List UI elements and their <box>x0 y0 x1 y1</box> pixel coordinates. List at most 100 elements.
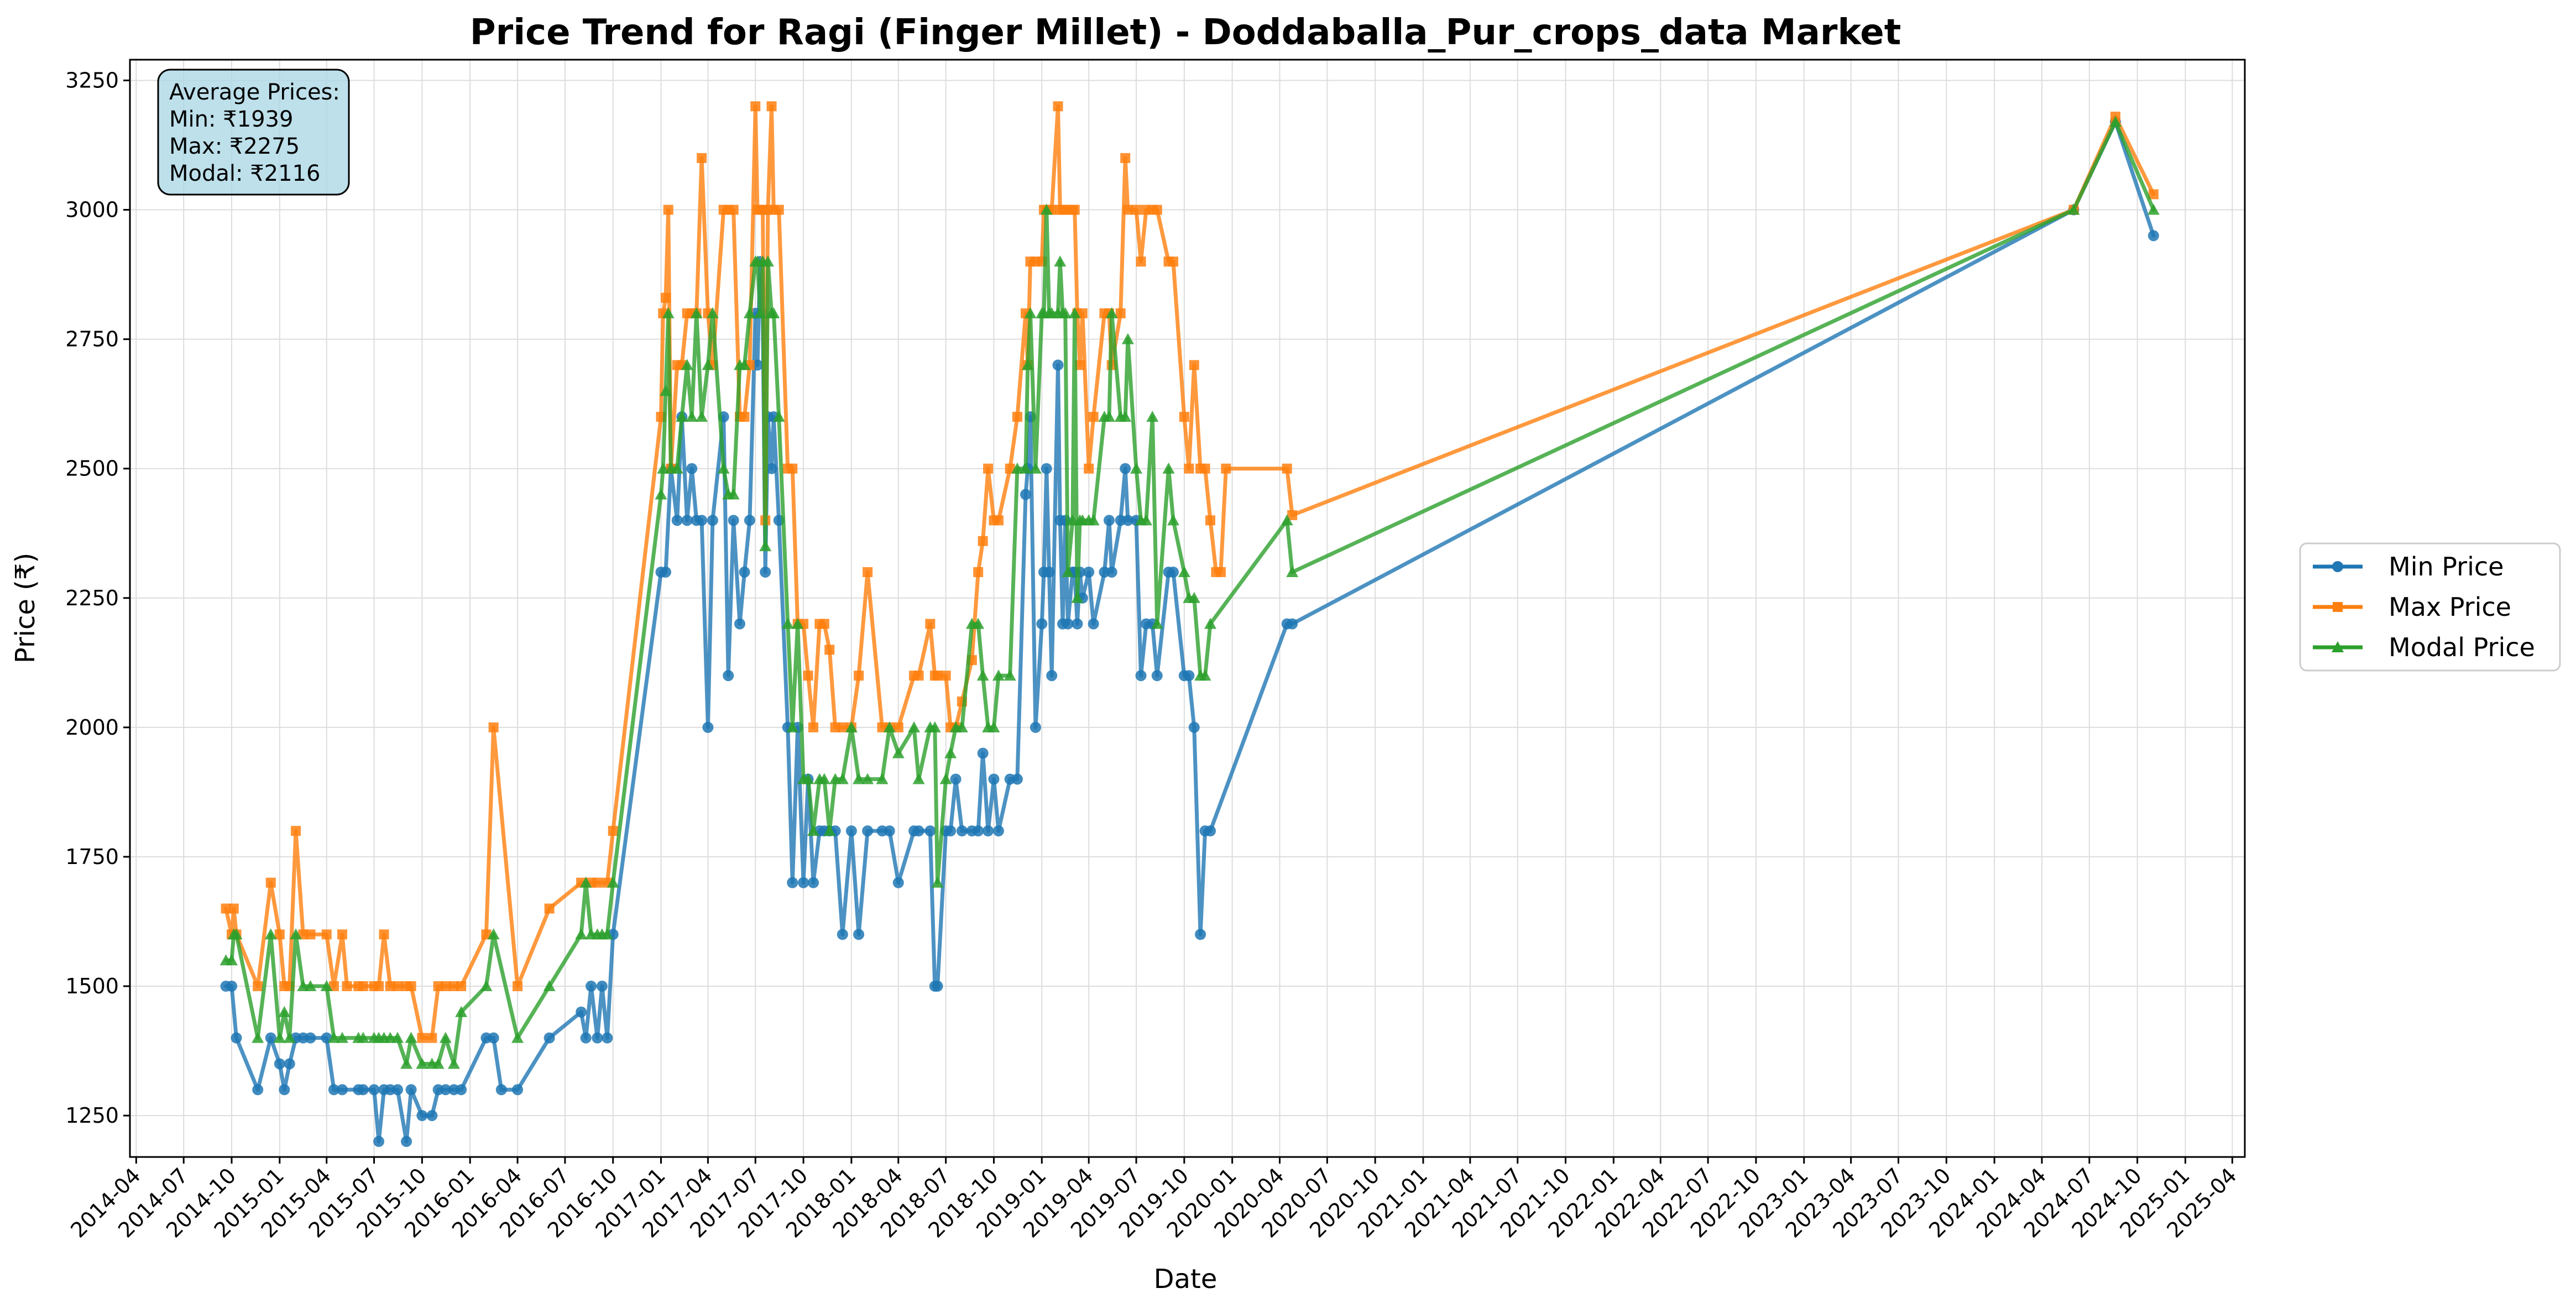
data-point-min <box>686 463 698 474</box>
data-point-max <box>488 722 499 732</box>
data-point-modal <box>659 385 672 396</box>
data-point-max <box>592 877 603 888</box>
data-point-max <box>1131 205 1142 215</box>
data-point-modal <box>836 773 849 784</box>
data-point-min <box>252 1084 264 1096</box>
data-point-min <box>1046 670 1058 682</box>
data-point-max <box>1287 510 1298 520</box>
data-point-max <box>787 463 798 474</box>
data-point-modal <box>1029 462 1042 474</box>
data-point-max <box>774 205 784 215</box>
data-point-max <box>663 205 673 215</box>
data-point-min <box>892 877 904 888</box>
data-point-modal <box>1071 591 1084 603</box>
data-point-modal <box>662 307 675 318</box>
data-point-modal <box>455 1006 468 1017</box>
data-point-min <box>884 825 895 837</box>
data-point-max <box>819 619 829 629</box>
data-point-modal <box>657 462 670 474</box>
data-point-min <box>1135 670 1147 682</box>
data-point-min <box>1030 721 1041 733</box>
data-point-modal <box>696 411 708 422</box>
data-point-min <box>357 1084 369 1096</box>
data-point-modal <box>1281 514 1293 526</box>
y-tick-label: 3250 <box>65 68 119 92</box>
data-point-modal <box>601 928 614 940</box>
data-point-modal <box>1167 514 1180 526</box>
data-point-max <box>837 722 848 732</box>
data-point-min <box>368 1084 380 1096</box>
data-point-max <box>973 567 984 577</box>
data-point-max <box>1075 360 1085 370</box>
data-point-min <box>798 877 809 888</box>
data-point-max <box>406 981 416 992</box>
data-point-min <box>405 1084 417 1096</box>
average-prices-box: Average Prices: Min: ₹1939 Max: ₹2275 Mo… <box>157 69 350 196</box>
data-point-min <box>983 825 994 837</box>
data-point-min <box>1011 773 1023 785</box>
data-point-min <box>671 515 683 526</box>
data-point-max <box>1152 205 1162 215</box>
data-point-max <box>221 903 231 914</box>
data-point-min <box>1020 489 1032 500</box>
data-point-min <box>305 1032 316 1044</box>
data-point-max <box>1200 463 1210 474</box>
data-point-min <box>924 825 936 837</box>
data-point-min <box>913 825 924 837</box>
data-point-min <box>696 515 708 526</box>
data-point-modal <box>912 773 925 784</box>
data-point-modal <box>807 825 820 836</box>
data-point-max <box>417 1033 427 1043</box>
data-point-min <box>586 981 597 992</box>
data-point-modal <box>432 1057 445 1069</box>
data-point-min <box>1043 566 1055 578</box>
data-point-max <box>1077 308 1088 318</box>
data-point-min <box>845 825 857 837</box>
data-point-min <box>596 981 608 992</box>
data-point-modal <box>992 669 1005 681</box>
data-point-min <box>808 877 819 888</box>
data-point-min <box>279 1084 290 1096</box>
data-point-max <box>1012 412 1022 422</box>
data-point-modal <box>802 773 814 784</box>
data-point-max <box>808 722 819 732</box>
data-point-min <box>760 566 771 578</box>
data-point-modal <box>681 359 693 370</box>
data-point-modal <box>1188 591 1200 603</box>
data-point-min <box>988 773 1000 785</box>
data-point-min <box>416 1110 428 1122</box>
data-point-min <box>576 1006 587 1018</box>
data-point-min <box>1052 359 1064 371</box>
data-point-modal <box>972 617 985 629</box>
data-point-modal <box>2067 203 2080 215</box>
data-point-modal <box>1087 514 1100 526</box>
data-point-min <box>456 1084 467 1096</box>
data-point-min <box>1188 721 1200 733</box>
data-point-min <box>373 1135 385 1147</box>
data-point-max <box>1168 256 1179 267</box>
legend-item-modal: Modal Price <box>2313 632 2535 662</box>
data-point-max <box>456 981 467 992</box>
data-point-min <box>1287 618 1298 630</box>
data-point-modal <box>1020 462 1032 474</box>
data-point-min <box>992 825 1004 837</box>
data-point-max <box>893 722 903 732</box>
data-point-max <box>863 567 873 577</box>
data-point-modal <box>1040 203 1053 215</box>
data-point-max <box>228 903 239 914</box>
data-point-max <box>1205 515 1216 526</box>
data-point-modal <box>791 617 804 629</box>
legend-item-min: Min Price <box>2313 552 2504 582</box>
data-point-modal <box>853 773 865 784</box>
data-point-max <box>750 101 761 112</box>
data-point-modal <box>1151 617 1163 629</box>
data-point-max <box>379 929 389 940</box>
data-point-max <box>1189 360 1199 370</box>
data-point-modal <box>1204 617 1217 629</box>
data-point-min <box>1103 515 1115 526</box>
data-point-max <box>374 981 384 992</box>
data-point-modal <box>327 1032 340 1043</box>
data-point-modal <box>876 773 889 784</box>
data-point-max <box>978 536 988 546</box>
